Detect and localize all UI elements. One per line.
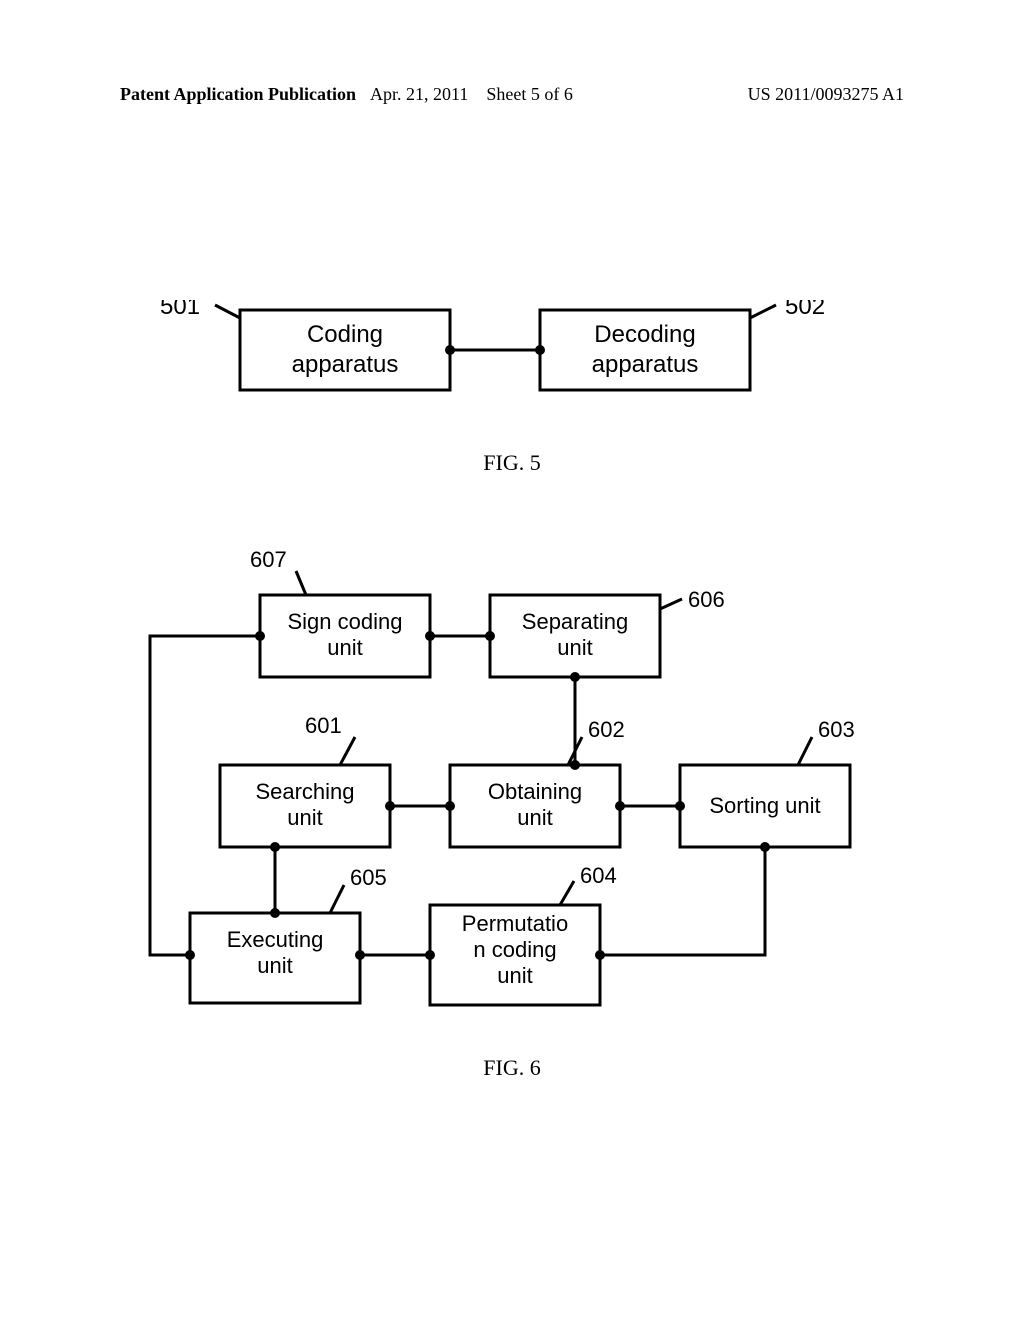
executing-unit-l2: unit — [257, 953, 292, 978]
fig6-diagram: Sign coding unit Separating unit Searchi… — [0, 545, 1024, 1045]
dot-607-right — [425, 631, 435, 641]
decoding-apparatus-label1: Decoding — [594, 321, 695, 348]
ref-602: 602 — [588, 717, 625, 742]
dot-606-left — [485, 631, 495, 641]
ref-607-leader — [296, 571, 306, 595]
header-date: Apr. 21, 2011 Sheet 5 of 6 — [370, 84, 573, 105]
dot-604-right — [595, 950, 605, 960]
dot-603-left — [675, 801, 685, 811]
dot-605-right — [355, 950, 365, 960]
ref-605: 605 — [350, 865, 387, 890]
dot-604-left — [425, 950, 435, 960]
ref-606: 606 — [688, 587, 725, 612]
ref-601: 601 — [305, 713, 342, 738]
ref-604-leader — [560, 881, 574, 905]
dot-603-bottom — [760, 842, 770, 852]
permutation-l2: n coding — [473, 937, 556, 962]
dot-601-bottom — [270, 842, 280, 852]
separating-unit-l1: Separating — [522, 609, 628, 634]
ref-604: 604 — [580, 863, 617, 888]
header-left: Patent Application Publication — [120, 84, 356, 105]
ref-603-leader — [798, 737, 812, 765]
dot-607-left — [255, 631, 265, 641]
fig5-diagram: Coding apparatus Decoding apparatus 501 … — [0, 300, 1024, 440]
header-date-text: Apr. 21, 2011 — [370, 84, 468, 104]
header-sheet: Sheet 5 of 6 — [486, 84, 572, 104]
permutation-l1: Permutatio — [462, 911, 568, 936]
fig5-dot-right — [535, 345, 545, 355]
dot-602-right — [615, 801, 625, 811]
ref-603: 603 — [818, 717, 855, 742]
obtaining-unit-l2: unit — [517, 805, 552, 830]
conn-603-604 — [600, 847, 765, 955]
sign-coding-unit-l1: Sign coding — [288, 609, 403, 634]
ref-605-leader — [330, 885, 344, 913]
dot-602-left — [445, 801, 455, 811]
dot-605-left — [185, 950, 195, 960]
obtaining-unit-l1: Obtaining — [488, 779, 582, 804]
ref-501-leader — [215, 305, 240, 318]
ref-607: 607 — [250, 547, 287, 572]
permutation-l3: unit — [497, 963, 532, 988]
ref-501: 501 — [160, 300, 200, 320]
separating-unit-l2: unit — [557, 635, 592, 660]
sign-coding-unit-l2: unit — [327, 635, 362, 660]
ref-601-leader — [340, 737, 355, 765]
fig6-caption: FIG. 6 — [0, 1055, 1024, 1081]
dot-606-bottom — [570, 672, 580, 682]
dot-601-right — [385, 801, 395, 811]
coding-apparatus-label2: apparatus — [292, 351, 399, 378]
ref-502-leader — [750, 305, 776, 318]
fig5-caption: FIG. 5 — [0, 450, 1024, 476]
dot-605-top — [270, 908, 280, 918]
header-pubno: US 2011/0093275 A1 — [748, 84, 904, 105]
ref-502: 502 — [785, 300, 825, 320]
fig5-dot-left — [445, 345, 455, 355]
executing-unit-l1: Executing — [227, 927, 324, 952]
decoding-apparatus-label2: apparatus — [592, 351, 699, 378]
coding-apparatus-label1: Coding — [307, 321, 383, 348]
searching-unit-l1: Searching — [255, 779, 354, 804]
sorting-unit-l1: Sorting unit — [709, 793, 820, 818]
dot-602-top — [570, 760, 580, 770]
searching-unit-l2: unit — [287, 805, 322, 830]
ref-606-leader — [660, 599, 682, 609]
